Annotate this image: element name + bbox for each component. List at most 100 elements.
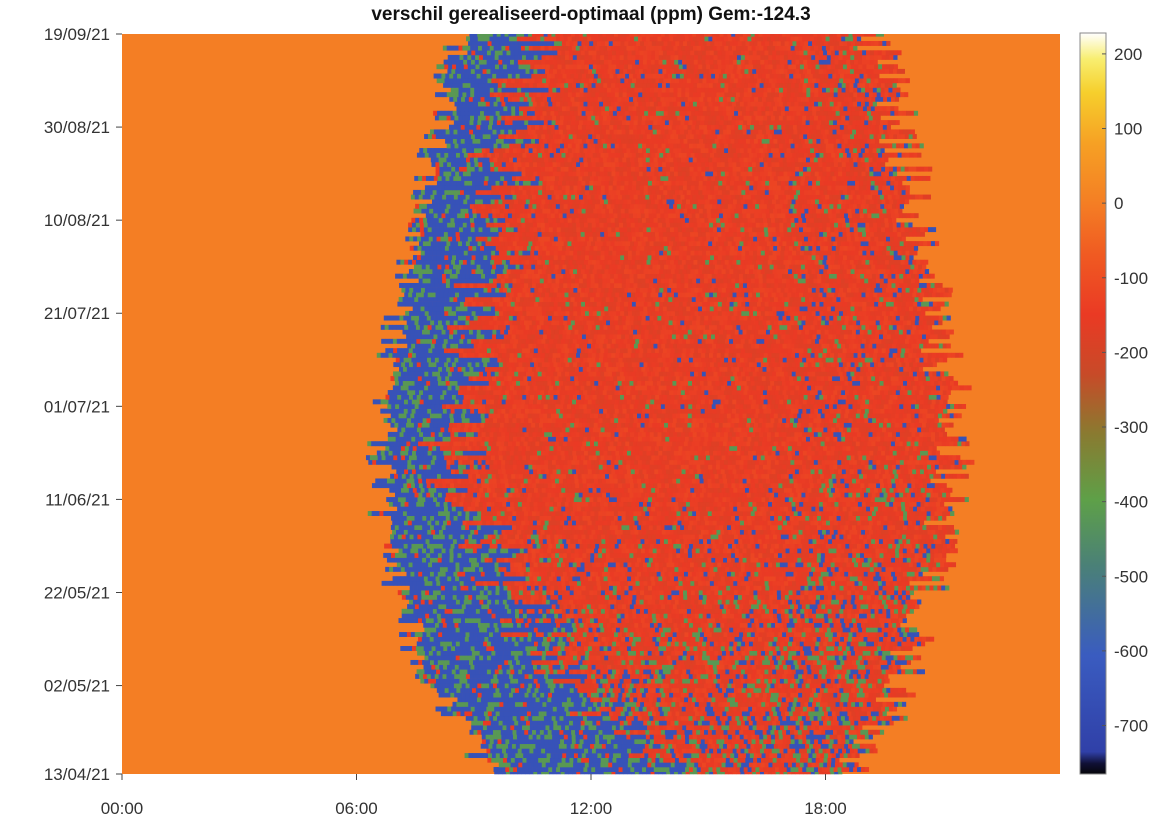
heatmap-cell xyxy=(484,590,488,595)
heatmap-cell xyxy=(783,748,787,753)
heatmap-cell xyxy=(461,660,465,665)
heatmap-cell xyxy=(493,693,497,698)
heatmap-cell xyxy=(490,623,494,628)
heatmap-cell xyxy=(783,693,787,698)
heatmap-cell xyxy=(890,669,894,674)
heatmap-cell xyxy=(800,655,804,660)
heatmap-cell xyxy=(746,618,750,623)
heatmap-cell xyxy=(845,767,849,772)
heatmap-cell xyxy=(441,613,445,618)
heatmap-cell xyxy=(507,595,511,600)
heatmap-cell xyxy=(637,618,641,623)
heatmap-cell xyxy=(820,613,824,618)
heatmap-cell xyxy=(603,716,607,721)
heatmap-cell xyxy=(640,651,644,656)
heatmap-cell xyxy=(881,646,885,651)
heatmap-cell xyxy=(823,748,827,753)
heatmap-cell xyxy=(903,660,907,665)
heatmap-cell xyxy=(632,613,636,618)
heatmap-cell xyxy=(827,762,831,767)
heatmap-cell xyxy=(689,693,693,698)
heatmap-cell xyxy=(790,730,794,735)
heatmap-cell xyxy=(780,641,784,646)
heatmap-cell xyxy=(893,665,897,670)
heatmap-cell xyxy=(595,767,599,772)
heatmap-cell xyxy=(608,599,612,604)
heatmap-cell xyxy=(487,679,491,684)
heatmap-cell xyxy=(776,707,780,712)
heatmap-cell xyxy=(651,599,655,604)
heatmap-cell xyxy=(640,758,644,763)
heatmap-cell xyxy=(499,669,503,674)
heatmap-cell xyxy=(457,711,461,716)
heatmap-cell xyxy=(696,660,700,665)
heatmap-cell xyxy=(600,627,604,632)
heatmap-cell xyxy=(468,651,472,656)
heatmap-cell xyxy=(607,674,611,679)
heatmap-cell xyxy=(515,586,519,591)
heatmap-cell xyxy=(596,679,600,684)
heatmap-cell xyxy=(652,711,656,716)
heatmap-cell xyxy=(684,618,688,623)
heatmap-cell xyxy=(538,688,542,693)
heatmap-cell xyxy=(788,669,792,674)
heatmap-cell xyxy=(844,595,848,600)
heatmap-cell xyxy=(718,609,722,614)
heatmap-cell xyxy=(651,655,655,660)
heatmap-cell xyxy=(505,623,509,628)
heatmap-cell xyxy=(746,637,750,642)
heatmap-cell xyxy=(753,762,757,767)
heatmap-cell xyxy=(613,586,617,591)
heatmap-cell xyxy=(753,627,757,632)
heatmap-cell xyxy=(878,688,882,693)
heatmap-cell xyxy=(548,734,552,739)
heatmap-cell xyxy=(501,730,505,735)
heatmap-cell xyxy=(750,688,754,693)
heatmap-cell xyxy=(585,720,589,725)
heatmap-cell xyxy=(576,707,580,712)
heatmap-cell xyxy=(417,581,421,586)
heatmap-cell xyxy=(581,609,585,614)
heatmap-cell xyxy=(466,693,470,698)
heatmap-cell xyxy=(861,674,865,679)
heatmap-cell xyxy=(734,651,738,656)
heatmap-cell xyxy=(820,651,824,656)
heatmap-cell xyxy=(652,688,656,693)
heatmap-cell xyxy=(575,730,579,735)
heatmap-cell xyxy=(894,688,898,693)
heatmap-cell xyxy=(615,707,619,712)
heatmap-cell xyxy=(526,725,530,730)
heatmap-cell xyxy=(608,669,612,674)
heatmap-cell xyxy=(852,697,856,702)
heatmap-cell xyxy=(491,655,495,660)
heatmap-cell xyxy=(620,655,624,660)
heatmap-cell xyxy=(647,646,651,651)
heatmap-cell xyxy=(439,623,443,628)
heatmap-cell xyxy=(791,739,795,744)
heatmap-cell xyxy=(587,623,591,628)
heatmap-cell xyxy=(476,711,480,716)
heatmap-cell xyxy=(795,772,799,775)
heatmap-cell xyxy=(718,711,722,716)
heatmap-cell xyxy=(510,646,514,651)
heatmap-cell xyxy=(803,646,807,651)
heatmap-cell xyxy=(602,660,606,665)
heatmap-cell xyxy=(777,651,781,656)
heatmap-cell xyxy=(846,707,850,712)
heatmap-cell xyxy=(868,660,872,665)
heatmap-cell xyxy=(683,711,687,716)
heatmap-cell xyxy=(720,623,724,628)
heatmap-cell xyxy=(838,772,842,775)
heatmap-cell xyxy=(718,669,722,674)
heatmap-cell xyxy=(531,688,535,693)
heatmap-cell xyxy=(462,693,466,698)
heatmap-cell xyxy=(439,646,443,651)
heatmap-cell xyxy=(686,720,690,725)
heatmap-cell xyxy=(734,753,738,758)
heatmap-cell xyxy=(542,599,546,604)
heatmap-cell xyxy=(559,618,563,623)
heatmap-cell xyxy=(588,725,592,730)
heatmap-cell xyxy=(722,599,726,604)
heatmap-cell xyxy=(423,632,427,637)
heatmap-cell xyxy=(786,683,790,688)
